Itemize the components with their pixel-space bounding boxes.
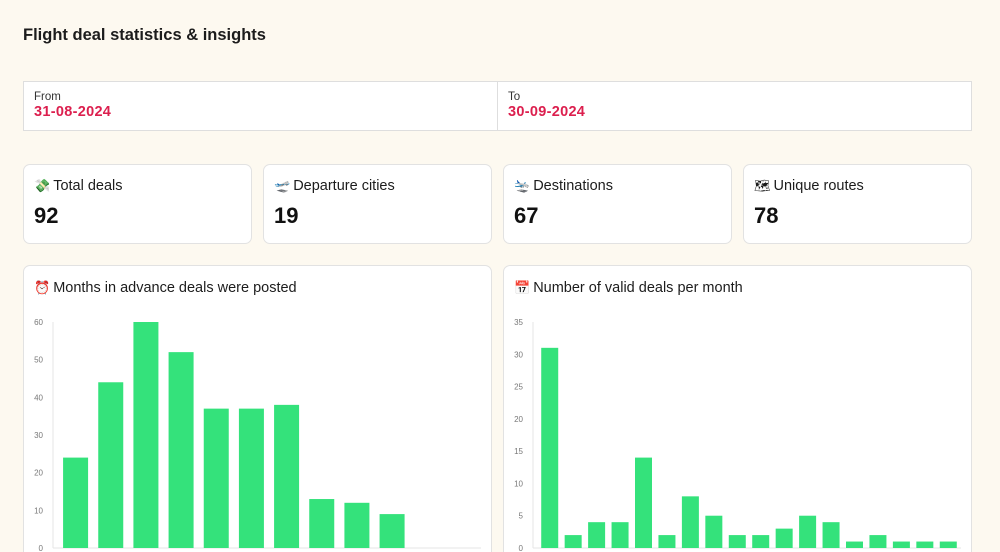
stat-value: 92 [34, 203, 59, 228]
airplane-arrival-icon: 🛬 [514, 178, 531, 194]
bar-9[interactable] [379, 514, 405, 548]
chart-title: Number of valid deals per month [533, 280, 743, 296]
to-date-value[interactable]: 30-09-2024 [508, 104, 586, 120]
date-range: From 31-08-2024 To 30-09-2024 [23, 81, 972, 131]
bar-14[interactable] [869, 535, 887, 548]
stat-card-destinations: 🛬 Destinations 67 [503, 164, 732, 244]
y-tick-label: 0 [39, 544, 44, 552]
bar-5[interactable] [238, 408, 264, 548]
y-tick-label: 20 [34, 469, 43, 478]
y-tick-label: 25 [514, 383, 523, 392]
bar-3[interactable] [611, 522, 629, 548]
bar-8[interactable] [728, 535, 746, 548]
stat-label: Departure cities [293, 178, 395, 194]
y-tick-label: 30 [514, 350, 523, 359]
bar-10[interactable] [775, 528, 793, 548]
y-tick-label: 5 [519, 512, 524, 521]
bar-11[interactable] [799, 515, 817, 548]
bar-4[interactable] [203, 408, 229, 548]
to-date-field[interactable]: To 30-09-2024 [497, 82, 971, 130]
chart-title: Months in advance deals were posted [53, 280, 297, 296]
y-tick-label: 35 [514, 318, 523, 327]
bar-4[interactable] [635, 457, 652, 548]
months-in-advance-chart-card: 0 10 20 30 40 50 60 ⏰ Months in advance deals w… [23, 265, 492, 552]
stat-card-unique-routes: 🗺 Unique routes 78 [743, 164, 972, 244]
deals-per-month-chart-card: 0 5 10 15 20 25 30 35 📅 Number of valid deals pe… [503, 265, 972, 552]
bar-6[interactable] [681, 496, 699, 548]
bar-5[interactable] [658, 535, 676, 548]
from-date-field[interactable]: From 31-08-2024 [24, 82, 497, 130]
bar-17[interactable] [939, 541, 957, 548]
bar-1[interactable] [98, 382, 124, 548]
y-tick-label: 15 [514, 447, 523, 456]
bar-7[interactable] [309, 499, 335, 548]
stat-label: Unique routes [773, 178, 864, 194]
from-date-label: From [34, 91, 61, 103]
world-map-icon: 🗺 [754, 178, 771, 194]
to-date-label: To [508, 91, 521, 103]
y-tick-label: 60 [34, 318, 43, 327]
y-tick-label: 0 [519, 544, 524, 552]
bar-16[interactable] [916, 541, 934, 548]
bar-7[interactable] [705, 515, 723, 548]
stat-label: Destinations [533, 178, 613, 194]
months-in-advance-chart: 0 10 20 30 40 50 60 [34, 318, 481, 552]
bar-9[interactable] [752, 535, 770, 548]
stat-value: 67 [514, 203, 539, 228]
y-tick-label: 30 [34, 431, 43, 440]
bar-3[interactable] [168, 352, 194, 548]
deals-per-month-chart: 0 5 10 15 20 25 30 35 [514, 318, 961, 552]
bar-0[interactable] [541, 347, 559, 548]
stat-card-total-deals: 💸 Total deals 92 [23, 164, 252, 244]
bar-6[interactable] [274, 404, 300, 548]
airplane-departure-icon: 🛫 [274, 178, 291, 194]
bar-15[interactable] [892, 541, 910, 548]
bar-13[interactable] [846, 541, 863, 548]
y-tick-label: 10 [514, 479, 523, 488]
y-tick-label: 20 [514, 415, 523, 424]
bar-2[interactable] [588, 522, 606, 548]
y-tick-label: 40 [34, 393, 43, 402]
bar-2[interactable] [133, 322, 159, 548]
calendar-icon: 📅 [514, 280, 531, 296]
stat-value: 19 [274, 203, 299, 228]
stat-card-departure-cities: 🛫 Departure cities 19 [263, 164, 492, 244]
alarm-clock-icon: ⏰ [34, 280, 51, 296]
page-title: Flight deal statistics & insights [23, 26, 266, 44]
bar-1[interactable] [564, 535, 582, 548]
bar-12[interactable] [822, 522, 840, 548]
stat-label: Total deals [53, 178, 123, 194]
y-tick-label: 10 [34, 506, 43, 515]
y-tick-label: 50 [34, 356, 43, 365]
from-date-value[interactable]: 31-08-2024 [34, 104, 112, 120]
bar-0[interactable] [63, 457, 89, 548]
stats-row: 💸 Total deals 92 🛫 Departure cities 19 🛬 De… [23, 164, 972, 244]
money-with-wings-icon: 💸 [34, 178, 51, 194]
bar-8[interactable] [344, 502, 370, 548]
stat-value: 78 [754, 203, 779, 228]
